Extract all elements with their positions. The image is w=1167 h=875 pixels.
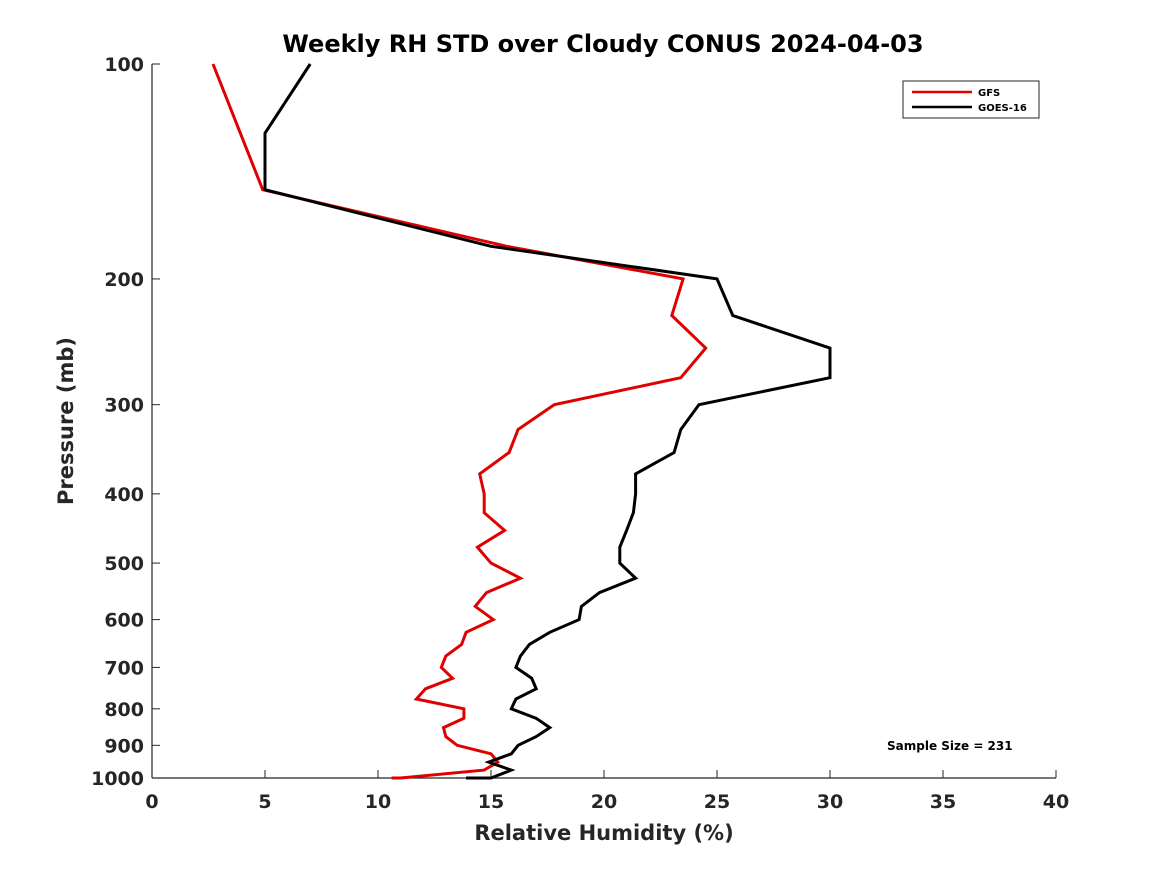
series-lines	[211, 63, 832, 780]
x-tick-label: 30	[817, 791, 843, 813]
series-line-goes16	[263, 63, 832, 780]
plot-area: 0 5 10 15 20 25 30 35 40 100 200 300 400 500 600 700 80…	[91, 54, 1069, 813]
x-tick-label: 15	[478, 791, 504, 813]
y-tick-label: 100	[104, 54, 144, 76]
x-tick-label: 10	[365, 791, 391, 813]
y-tick-label: 1000	[91, 768, 144, 790]
legend-label-goes16: GOES-16	[978, 103, 1027, 114]
y-tick-label: 800	[104, 699, 144, 721]
x-ticks: 0 5 10 15 20 25 30 35 40	[145, 770, 1069, 813]
x-tick-label: 5	[258, 791, 271, 813]
x-tick-label: 35	[930, 791, 956, 813]
y-tick-label: 200	[104, 269, 144, 291]
series-line-gfs	[211, 63, 708, 780]
x-tick-label: 20	[591, 791, 617, 813]
x-tick-label: 25	[704, 791, 730, 813]
y-axis-label: Pressure (mb)	[54, 337, 78, 505]
x-tick-label: 0	[145, 791, 158, 813]
y-tick-label: 900	[104, 735, 144, 757]
legend: GFS GOES-16	[902, 80, 1040, 119]
y-tick-label: 600	[104, 610, 144, 632]
x-tick-label: 40	[1043, 791, 1069, 813]
x-axis-label: Relative Humidity (%)	[474, 821, 733, 845]
y-tick-label: 500	[104, 553, 144, 575]
sample-size-annotation: Sample Size = 231	[887, 739, 1013, 753]
chart-title: Weekly RH STD over Cloudy CONUS 2024-04-…	[282, 30, 923, 58]
y-tick-label: 300	[104, 395, 144, 417]
legend-box	[902, 80, 1040, 119]
legend-label-gfs: GFS	[978, 88, 1000, 99]
y-ticks: 100 200 300 400 500 600 700 800 900 1000	[91, 54, 160, 790]
y-tick-label: 400	[104, 484, 144, 506]
y-tick-label: 700	[104, 657, 144, 679]
